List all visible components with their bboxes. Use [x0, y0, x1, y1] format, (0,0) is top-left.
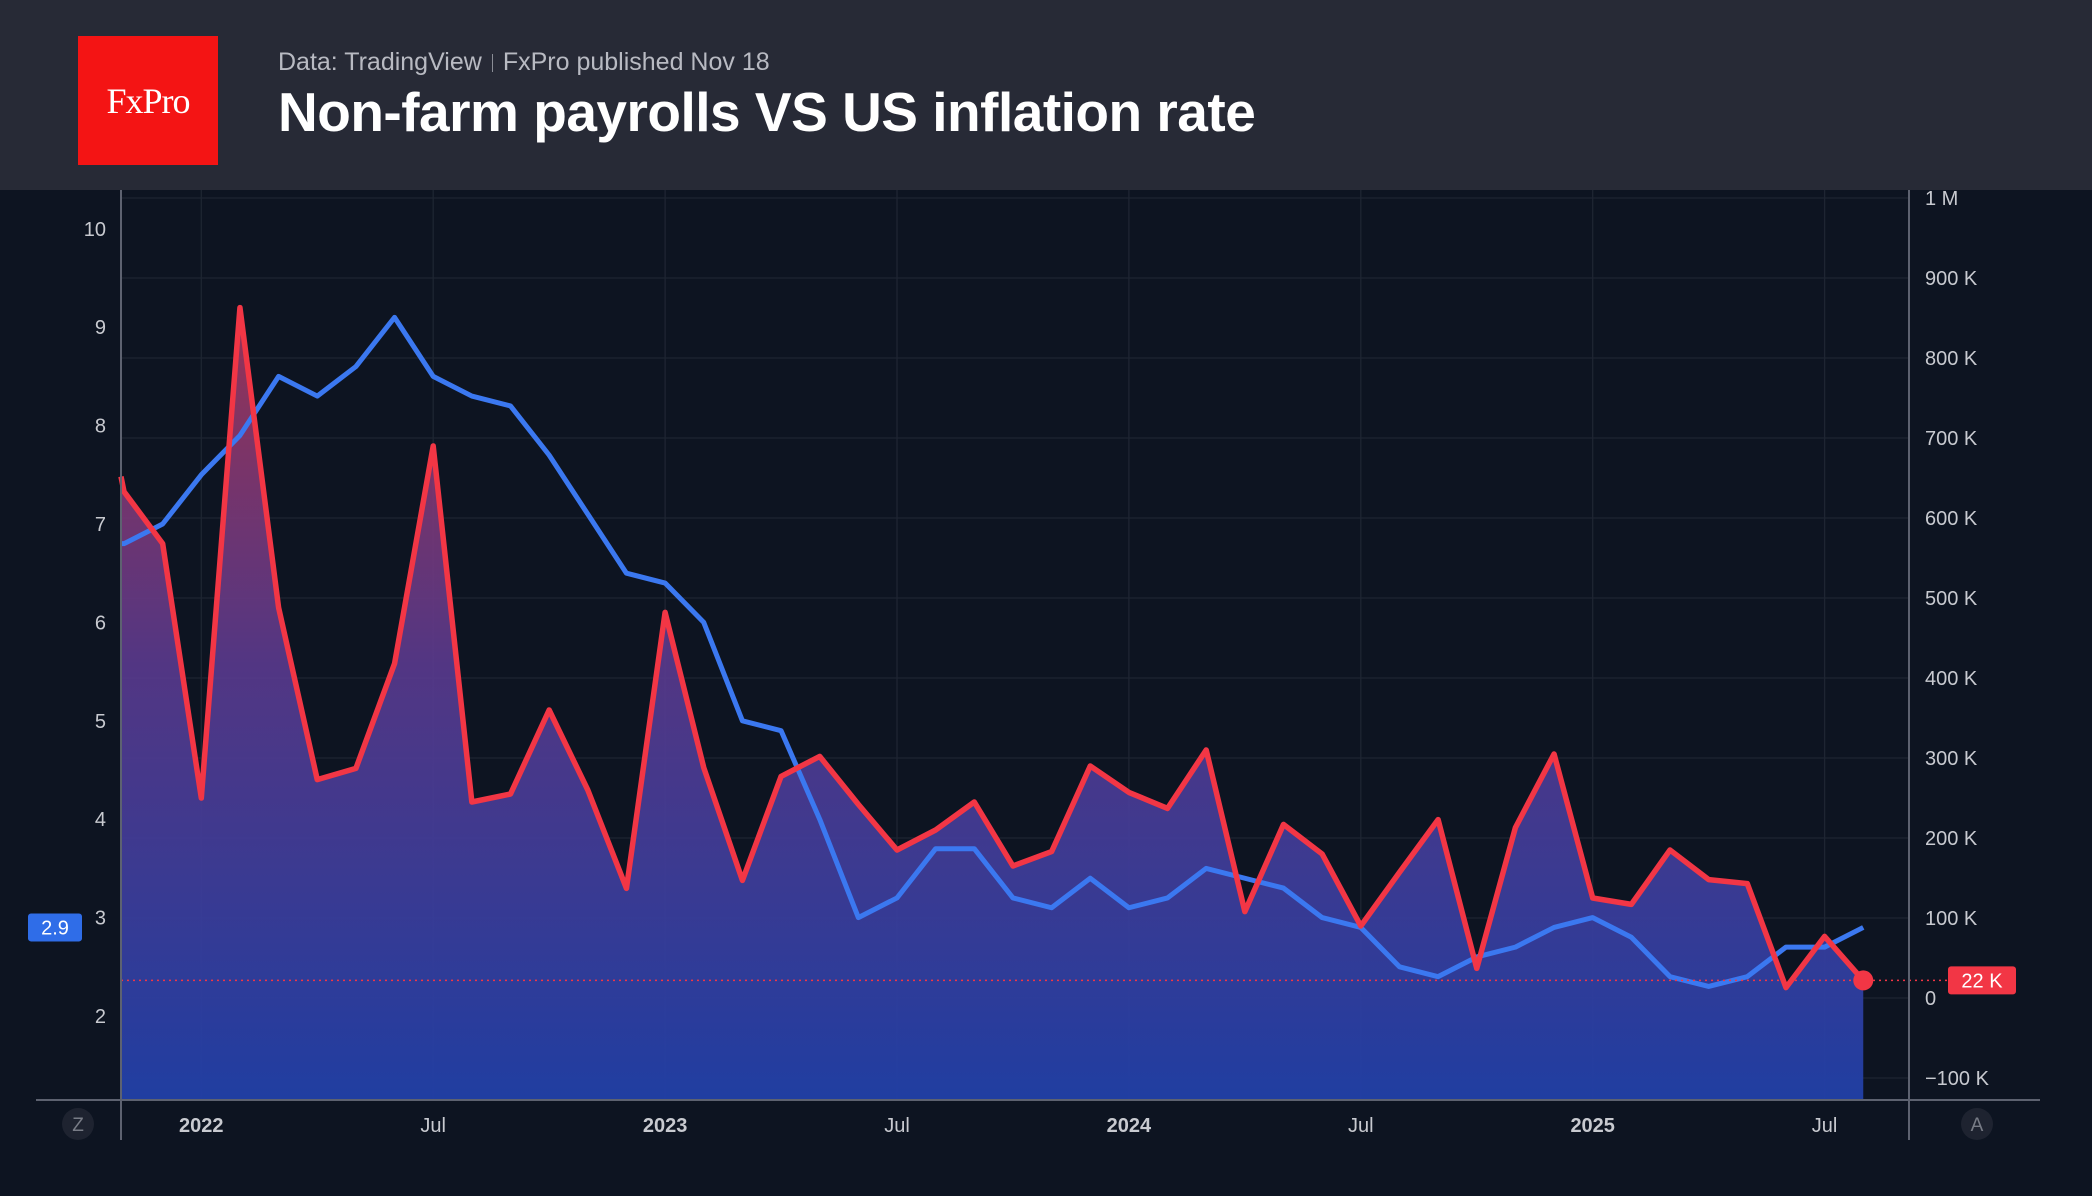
fxpro-logo: FxPro	[78, 36, 218, 165]
right-tick-label: 0	[1925, 988, 1936, 1010]
scale-z-button-bg	[62, 1108, 94, 1140]
left-tick-label: 8	[95, 416, 106, 438]
x-tick-label: Jul	[884, 1115, 910, 1137]
left-tick-label: 2	[95, 1006, 106, 1028]
axes: 2 3 4 5 6 7 8 9 10 −100 K 0 100 K 200 K 300 K 400 K 500…	[28, 188, 2040, 1140]
right-tick-label: 500 K	[1925, 588, 1978, 610]
right-tick-label: 900 K	[1925, 268, 1978, 290]
right-tick-label: 400 K	[1925, 668, 1978, 690]
right-tick-label: 200 K	[1925, 828, 1978, 850]
x-tick-label: Jul	[1812, 1115, 1838, 1137]
scale-z-button[interactable]: Z	[62, 1108, 94, 1140]
right-tick-label: 800 K	[1925, 348, 1978, 370]
left-tick-label: 4	[95, 809, 106, 831]
auto-scale-button-bg	[1961, 1108, 1993, 1140]
left-tick-label: 3	[95, 908, 106, 930]
data-source: Data: TradingView	[278, 48, 482, 76]
left-tick-label: 5	[95, 711, 106, 733]
left-tick-label: 6	[95, 612, 106, 634]
right-tick-label: 100 K	[1925, 908, 1978, 930]
auto-scale-button[interactable]: A	[1961, 1108, 1993, 1140]
payrolls-last-label: 22 K	[1961, 970, 2003, 992]
right-tick-label: −100 K	[1925, 1068, 1990, 1090]
page-title: Non-farm payrolls VS US inflation rate	[278, 81, 1256, 143]
subtitle: Data: TradingView FxPro published Nov 18	[278, 48, 770, 77]
last-value-marker	[1853, 970, 1874, 991]
right-tick-label: 300 K	[1925, 748, 1978, 770]
header: FxPro Data: TradingView FxPro published N…	[0, 0, 2092, 190]
inflation-last-label: 2.9	[41, 917, 69, 939]
scale-z-button-label: Z	[72, 1115, 84, 1136]
x-tick-label: 2025	[1570, 1115, 1615, 1137]
inflation-last-badge	[28, 913, 82, 942]
left-tick-label: 9	[95, 317, 106, 339]
left-tick-label: 7	[95, 514, 106, 536]
x-tick-label: Jul	[1348, 1115, 1374, 1137]
left-tick-label: 10	[84, 219, 106, 241]
right-tick-label: 1 M	[1925, 188, 1958, 210]
x-tick-label: Jul	[420, 1115, 446, 1137]
payrolls-area	[121, 307, 1864, 1101]
separator	[491, 54, 493, 72]
area	[121, 307, 1864, 1101]
right-tick-label: 600 K	[1925, 508, 1978, 530]
right-tick-label: 700 K	[1925, 428, 1978, 450]
auto-scale-button-label: A	[1971, 1115, 1984, 1136]
payrolls-last-badge	[1948, 966, 2016, 995]
lines	[118, 304, 1948, 991]
x-tick-label: 2024	[1107, 1115, 1152, 1137]
x-tick-label: 2023	[643, 1115, 688, 1137]
published-date: FxPro published Nov 18	[502, 48, 770, 76]
x-tick-label: 2022	[179, 1115, 224, 1137]
